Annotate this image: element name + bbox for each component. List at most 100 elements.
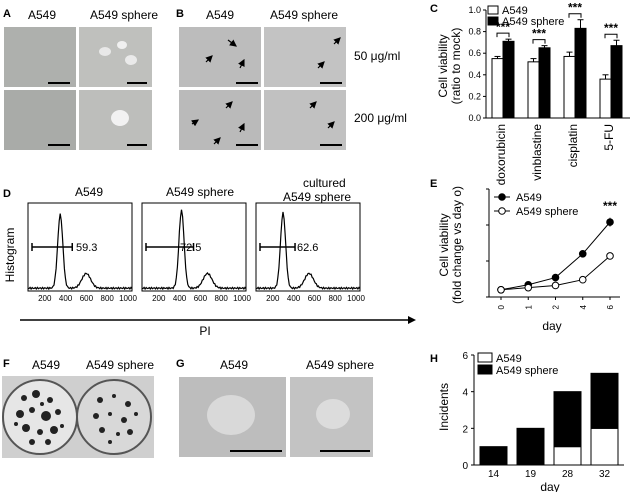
x-tick-label: 400 — [287, 294, 301, 303]
bar — [527, 61, 540, 119]
bar — [491, 58, 504, 119]
significance-bracket — [496, 32, 510, 38]
y-tick-label: 0.2 — [468, 91, 481, 101]
bar-segment — [553, 446, 582, 466]
x-tick-label: 4 — [579, 304, 588, 309]
x-tick-label: doxorubicin — [494, 124, 508, 185]
histogram-title-3a: cultured — [303, 176, 346, 190]
x-tick-label: 200 — [152, 294, 166, 303]
x-tick-label: vinblastine — [530, 124, 544, 181]
panel-label-d: D — [3, 188, 11, 200]
data-point — [551, 281, 560, 290]
y-axis-label: Cell viability(ratio to mock) — [436, 28, 463, 105]
legend-swatch — [487, 5, 499, 15]
concentration-label-200: 200 μg/ml — [354, 111, 407, 125]
legend-label: A549 — [502, 5, 528, 17]
bar — [538, 47, 551, 119]
x-tick-label: 200 — [266, 294, 280, 303]
x-axis-label: day — [540, 480, 559, 492]
x-tick-label: 800 — [215, 294, 229, 303]
x-tick-label: 1 — [524, 304, 533, 309]
significance-label: *** — [603, 199, 617, 213]
scale-bar — [236, 144, 258, 146]
histogram-curve — [27, 213, 133, 291]
x-tick-label: cisplatin — [566, 124, 580, 167]
x-tick-label: 400 — [173, 294, 187, 303]
panel-f-col1-title: A549 — [32, 358, 61, 372]
panel-a-col2-title: A549 sphere — [90, 8, 159, 22]
colony-plates — [2, 379, 152, 455]
panel-label-g: G — [176, 358, 185, 370]
panel-b-col2-title: A549 sphere — [270, 8, 339, 22]
bar-segment — [479, 446, 508, 466]
legend-marker — [498, 193, 506, 201]
legend-swatch — [477, 364, 493, 375]
significance-label: *** — [568, 1, 582, 15]
panel-f-col2-title: A549 sphere — [86, 358, 155, 372]
legend-label: A549 sphere — [502, 16, 564, 28]
scale-bar — [320, 144, 342, 146]
x-tick-label: 0 — [497, 304, 506, 309]
data-point — [578, 250, 587, 258]
y-tick-label: 0.0 — [468, 113, 481, 123]
y-tick-label: 0.8 — [468, 27, 481, 37]
chart-c: 0.0 0.2 0.4 0.6 0.8 1.0 Cell viability(ratio t… — [436, 1, 630, 185]
x-tick-label: 32 — [599, 469, 611, 480]
histogram-curve — [255, 211, 361, 291]
y-tick-label: 4 — [462, 388, 468, 399]
x-tick-label: 600 — [80, 294, 94, 303]
bar — [563, 55, 576, 119]
panel-label-b: B — [176, 8, 184, 20]
data-point — [524, 283, 533, 292]
x-axis-label: day — [542, 319, 561, 333]
scale-bar — [48, 82, 70, 84]
legend-label: A549 — [496, 353, 522, 365]
y-tick-label: 2 — [462, 424, 468, 435]
panel-a-col1-title: A549 — [28, 8, 57, 22]
legend-swatch — [487, 16, 499, 26]
arrow-annotations — [191, 37, 341, 145]
scale-bar — [127, 144, 147, 146]
micrograph-sphere-top — [78, 26, 153, 88]
significance-label: *** — [532, 27, 546, 41]
scale-bar — [127, 82, 147, 84]
bar — [610, 45, 623, 119]
panel-label-h: H — [430, 353, 438, 365]
x-tick-label: 400 — [59, 294, 73, 303]
chart-e: Cell viability(fold change vs day o) 0 1 2 4… — [437, 186, 620, 333]
y-tick-label: 1.0 — [468, 5, 481, 15]
x-tick-label: 200 — [38, 294, 52, 303]
significance-bracket — [532, 39, 546, 44]
histogram-curve — [141, 209, 247, 291]
axis-arrowhead — [408, 316, 416, 324]
data-point — [497, 286, 505, 294]
panel-label-f: F — [3, 358, 10, 370]
y-tick-label: 0.6 — [468, 48, 481, 58]
x-tick-label: 28 — [562, 469, 574, 480]
data-point — [551, 273, 560, 282]
micrograph-g-a549 — [178, 376, 287, 458]
scale-bar — [48, 144, 70, 146]
significance-bracket — [568, 13, 582, 18]
panel-g-col2-title: A549 sphere — [306, 358, 375, 372]
significance-label: *** — [496, 20, 510, 34]
gate-percentage: 59.3 — [76, 242, 97, 254]
y-tick-label: 6 — [462, 351, 468, 362]
x-tick-label: 800 — [329, 294, 343, 303]
panel-g-col1-title: A549 — [220, 358, 249, 372]
panel-label-a: A — [3, 8, 11, 20]
y-tick-label: 0.4 — [468, 70, 481, 80]
panel-label-e: E — [430, 178, 438, 190]
legend-label: A549 sphere — [516, 206, 578, 218]
significance-bracket — [604, 33, 618, 39]
legend-label: A549 — [516, 192, 542, 204]
concentration-label-50: 50 μg/ml — [354, 49, 401, 63]
bar — [599, 78, 612, 119]
x-tick-label: 1000 — [233, 294, 251, 303]
scale-bar — [320, 82, 342, 84]
y-tick-label: 0 — [462, 461, 468, 472]
scale-bar — [320, 450, 370, 452]
gate-percentage: 62.6 — [297, 242, 318, 254]
scale-bar — [236, 82, 258, 84]
